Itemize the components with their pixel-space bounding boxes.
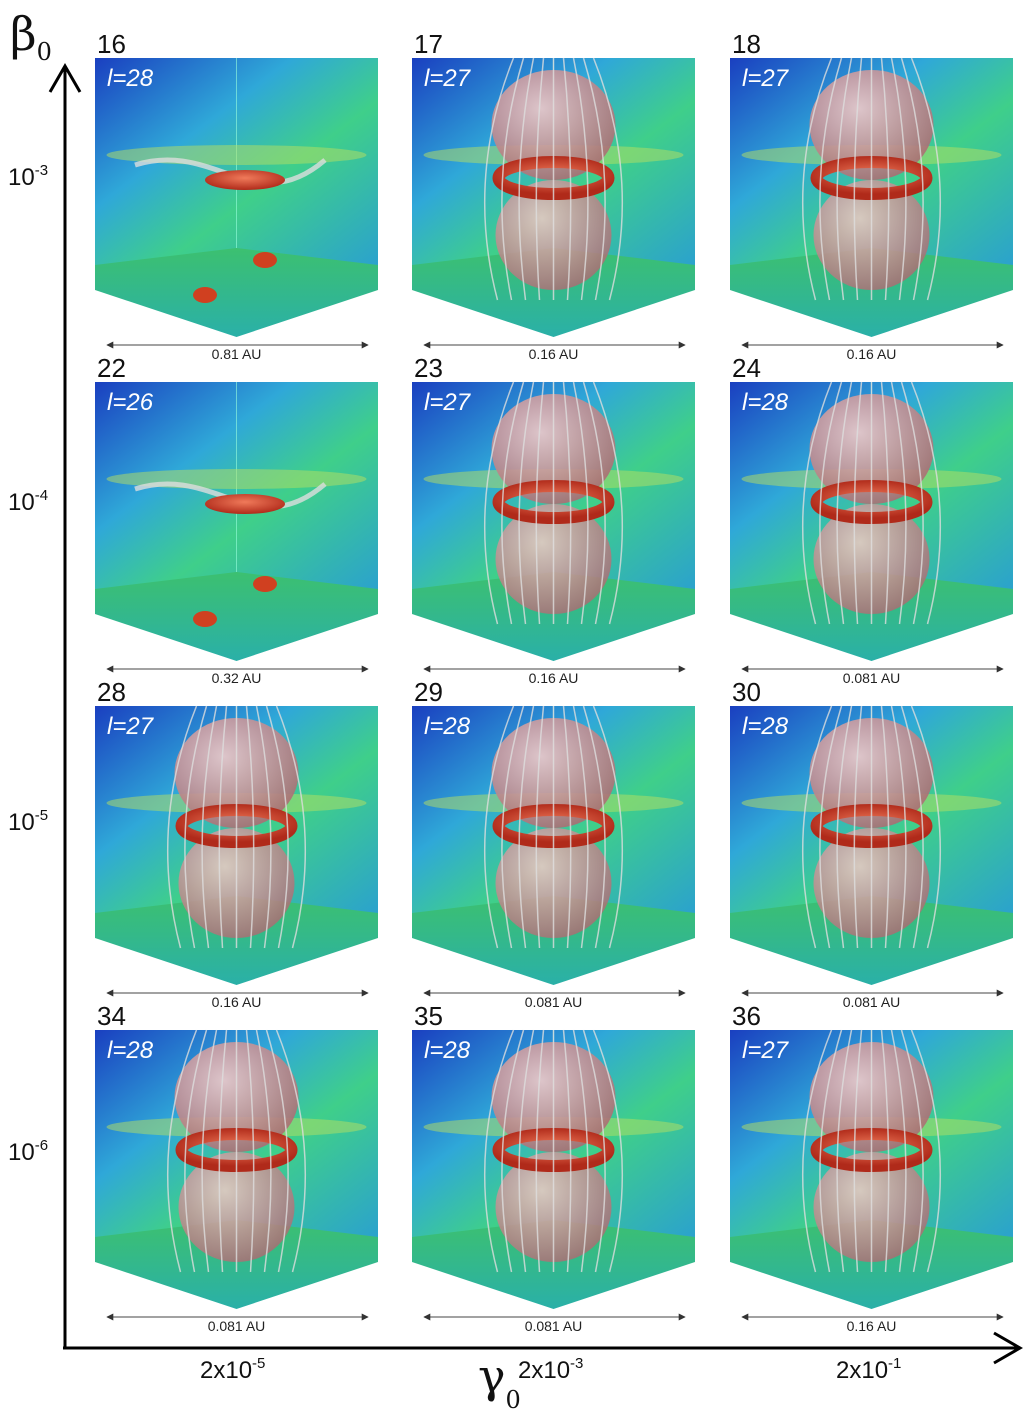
refinement-level: l=28 <box>742 389 789 416</box>
base: 10 <box>8 1139 35 1166</box>
y-tick-label: 10-5 <box>8 807 48 836</box>
panel-number: 24 <box>732 353 761 383</box>
panel-number: 34 <box>97 1001 126 1031</box>
panel: 23 l=27 0.16 AU <box>412 353 695 686</box>
refinement-level: l=28 <box>107 1037 154 1064</box>
fragment <box>205 170 285 190</box>
scale-label: 0.32 AU <box>212 670 262 686</box>
panel: 30 l=28 0.081 AU <box>730 677 1013 1010</box>
y-axis-label: β0 <box>10 7 52 66</box>
scale-label: 0.16 AU <box>847 346 897 362</box>
y-tick-label: 10-4 <box>8 487 48 516</box>
subscript: 0 <box>506 1386 521 1414</box>
panel: 34 l=28 0.081 AU <box>95 1001 378 1334</box>
panel-number: 29 <box>414 677 443 707</box>
refinement-level: l=27 <box>424 389 472 416</box>
panel-floor <box>95 572 378 661</box>
panel-number: 16 <box>97 29 126 59</box>
fragment <box>253 576 277 592</box>
fragment <box>253 252 277 268</box>
panel-number: 35 <box>414 1001 443 1031</box>
scale-label: 0.081 AU <box>843 670 901 686</box>
panel: 29 l=28 0.081 AU <box>412 677 695 1010</box>
panel-number: 30 <box>732 677 761 707</box>
exponent: -1 <box>888 1355 901 1372</box>
figure: β0 γ0 10-310-410-510-62x10-52x10-32x10-1… <box>0 0 1026 1416</box>
y-tick-label: 10-3 <box>8 162 48 191</box>
scale-label: 0.16 AU <box>212 994 262 1010</box>
panel: 18 l=27 0.16 AU <box>730 29 1013 362</box>
refinement-level: l=28 <box>424 1037 471 1064</box>
panel-number: 28 <box>97 677 126 707</box>
exponent: -4 <box>35 487 48 504</box>
exponent: -5 <box>35 807 48 824</box>
x-tick-label: 2x10-5 <box>200 1355 265 1384</box>
exponent: -3 <box>570 1355 583 1372</box>
refinement-level: l=27 <box>742 1037 790 1064</box>
exponent: -6 <box>35 1137 48 1154</box>
scale-label: 0.81 AU <box>212 346 262 362</box>
panel-number: 36 <box>732 1001 761 1031</box>
panel-floor <box>95 248 378 337</box>
symbol: β <box>10 7 37 61</box>
panel: 24 l=28 0.081 AU <box>730 353 1013 686</box>
base: 2x10 <box>200 1357 252 1384</box>
scale-label: 0.081 AU <box>843 994 901 1010</box>
base: 10 <box>8 164 35 191</box>
panel: 28 l=27 0.16 AU <box>95 677 378 1010</box>
base: 10 <box>8 489 35 516</box>
x-axis-label: γ0 <box>478 1349 521 1414</box>
y-tick-label: 10-6 <box>8 1137 48 1166</box>
base: 10 <box>8 809 35 836</box>
panel-number: 17 <box>414 29 443 59</box>
subscript: 0 <box>37 38 52 66</box>
scale-label: 0.081 AU <box>525 994 583 1010</box>
refinement-level: l=28 <box>742 713 789 740</box>
scale-label: 0.16 AU <box>847 1318 897 1334</box>
fragment <box>193 611 217 627</box>
panel-number: 22 <box>97 353 126 383</box>
x-tick-label: 2x10-1 <box>836 1355 901 1384</box>
exponent: -5 <box>252 1355 265 1372</box>
panel: 16 l=28 0.81 AU <box>95 29 378 362</box>
scale-label: 0.16 AU <box>529 346 579 362</box>
fragment <box>205 494 285 514</box>
panel: 35 l=28 0.081 AU <box>412 1001 695 1334</box>
refinement-level: l=28 <box>107 65 154 92</box>
exponent: -3 <box>35 162 48 179</box>
refinement-level: l=26 <box>107 389 154 416</box>
panel: 36 l=27 0.16 AU <box>730 1001 1013 1334</box>
base: 2x10 <box>836 1357 888 1384</box>
scale-label: 0.081 AU <box>525 1318 583 1334</box>
refinement-level: l=27 <box>107 713 155 740</box>
panel-number: 23 <box>414 353 443 383</box>
fragment <box>193 287 217 303</box>
refinement-level: l=28 <box>424 713 471 740</box>
panel: 22 l=26 0.32 AU <box>95 353 378 686</box>
panel: 17 l=27 0.16 AU <box>412 29 695 362</box>
symbol: γ <box>478 1349 506 1403</box>
base: 2x10 <box>518 1357 570 1384</box>
scale-label: 0.081 AU <box>208 1318 266 1334</box>
panel-number: 18 <box>732 29 761 59</box>
refinement-level: l=27 <box>742 65 790 92</box>
scale-label: 0.16 AU <box>529 670 579 686</box>
refinement-level: l=27 <box>424 65 472 92</box>
x-tick-label: 2x10-3 <box>518 1355 583 1384</box>
